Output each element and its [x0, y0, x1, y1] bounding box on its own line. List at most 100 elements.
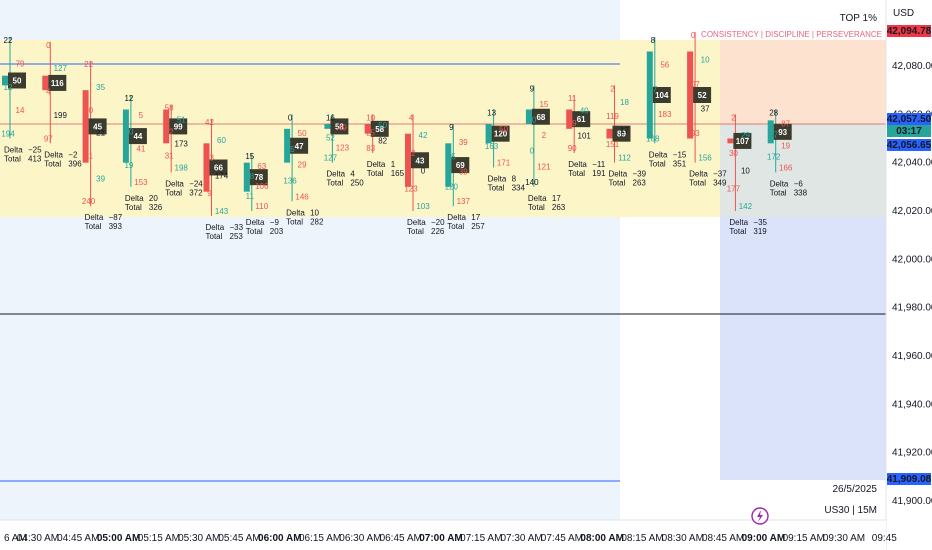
- delta-label: Delta: [649, 150, 668, 159]
- ladder-value: 49: [338, 123, 347, 132]
- total-value: 351: [673, 159, 687, 168]
- delta-value: −35: [753, 218, 767, 227]
- poc-box: [330, 118, 349, 135]
- delta-value: −33: [230, 223, 244, 232]
- ladder-value: 50: [378, 121, 387, 130]
- ladder-value: 22: [4, 36, 13, 45]
- poc-value: 68: [536, 113, 545, 122]
- poc-box: [491, 125, 510, 142]
- poc-value: 44: [133, 132, 142, 141]
- ladder-value: 82: [378, 136, 387, 145]
- delta-value: 17: [552, 194, 561, 203]
- ladder-value: 42: [419, 131, 428, 140]
- candle-body: [687, 51, 694, 139]
- candle-body: [767, 120, 774, 144]
- ladder-value: 8: [651, 36, 656, 45]
- delta-label: Delta: [165, 179, 184, 188]
- ladder-value: 19: [124, 161, 133, 170]
- ladder-value: 11: [568, 94, 577, 103]
- time-tick-label: 08:45 AM: [702, 533, 744, 544]
- ladder-value: 101: [578, 132, 592, 141]
- poc-value: 66: [214, 164, 223, 173]
- total-label: Total: [125, 203, 142, 212]
- lightning-icon-bolt: [757, 510, 763, 522]
- ladder-value: 20: [84, 106, 93, 115]
- candle-body: [243, 162, 250, 192]
- delta-value: −20: [431, 218, 445, 227]
- delta-label: Delta: [770, 179, 789, 188]
- value-zone-yellow: [0, 40, 720, 217]
- ladder-value: 0: [691, 31, 696, 40]
- total-value: 250: [350, 179, 364, 188]
- time-tick-label: 09:00 AM: [742, 533, 786, 544]
- ladder-value: 15: [245, 152, 254, 161]
- ladder-value: 18: [620, 98, 629, 107]
- zone-orange: [720, 40, 886, 124]
- poc-box: [572, 111, 591, 128]
- poc-box: [370, 120, 389, 137]
- total-label: Total: [447, 222, 464, 231]
- poc-value: 120: [494, 130, 508, 139]
- poc-value: 50: [13, 77, 22, 86]
- total-value: 203: [270, 227, 284, 236]
- time-tick-label: 07:15 AM: [460, 533, 502, 544]
- total-value: 372: [189, 188, 203, 197]
- candle-body: [364, 124, 371, 134]
- ladder-value: 37: [701, 105, 710, 114]
- ladder-value: 22: [165, 128, 174, 137]
- total-value: 253: [230, 232, 244, 241]
- ladder-value: 168: [646, 134, 660, 143]
- price-tick-label: 42,040.00: [892, 158, 932, 169]
- delta-label: Delta: [528, 194, 547, 203]
- total-value: 334: [512, 184, 526, 193]
- ladder-value: 49: [568, 119, 577, 128]
- poc-box: [169, 118, 188, 135]
- total-label: Total: [568, 169, 585, 178]
- zone-blue: [720, 217, 886, 480]
- ladder-value: 25: [447, 153, 456, 162]
- delta-value: 8: [512, 175, 517, 184]
- ladder-value: 140: [525, 178, 539, 187]
- poc-value: 45: [93, 122, 102, 131]
- poc-value: 52: [698, 91, 707, 100]
- poc-value: 104: [655, 91, 669, 100]
- poc-box: [88, 118, 107, 135]
- total-label: Total: [770, 188, 787, 197]
- delta-label: Delta: [367, 160, 386, 169]
- delta-label: Delta: [246, 218, 265, 227]
- poc-box: [209, 159, 228, 176]
- ladder-value: 21: [96, 129, 105, 138]
- poc-box: [773, 123, 792, 140]
- candle-body: [405, 133, 411, 187]
- delta-value: −6: [794, 179, 804, 188]
- ladder-value: 172: [767, 152, 781, 161]
- total-value: 319: [753, 227, 767, 236]
- ladder-value: 9: [207, 189, 212, 198]
- time-tick-label: 05:15 AM: [138, 533, 180, 544]
- ladder-value: 2: [542, 131, 547, 140]
- delta-label: Delta: [407, 218, 426, 227]
- total-label: Total: [528, 203, 545, 212]
- ladder-value: 171: [497, 159, 511, 168]
- ladder-value: 73: [205, 154, 214, 163]
- ladder-value: 177: [727, 184, 741, 193]
- delta-label: Delta: [286, 208, 305, 217]
- poc-value: 116: [51, 79, 64, 88]
- candle-body: [42, 75, 49, 91]
- delta-value: 4: [350, 170, 355, 179]
- ladder-value: 174: [215, 171, 229, 180]
- ladder-value: 0: [421, 167, 426, 176]
- ladder-value: 194: [1, 130, 15, 139]
- poc-box: [8, 72, 26, 89]
- ladder-value: 173: [175, 139, 189, 148]
- lightning-icon[interactable]: [751, 507, 769, 525]
- total-label: Total: [407, 227, 424, 236]
- ladder-value: 29: [741, 131, 750, 140]
- footer-symbol: US30 | 15M: [824, 505, 877, 516]
- poc-box: [128, 128, 147, 145]
- total-label: Total: [44, 159, 61, 168]
- poc-value: 93: [778, 128, 787, 137]
